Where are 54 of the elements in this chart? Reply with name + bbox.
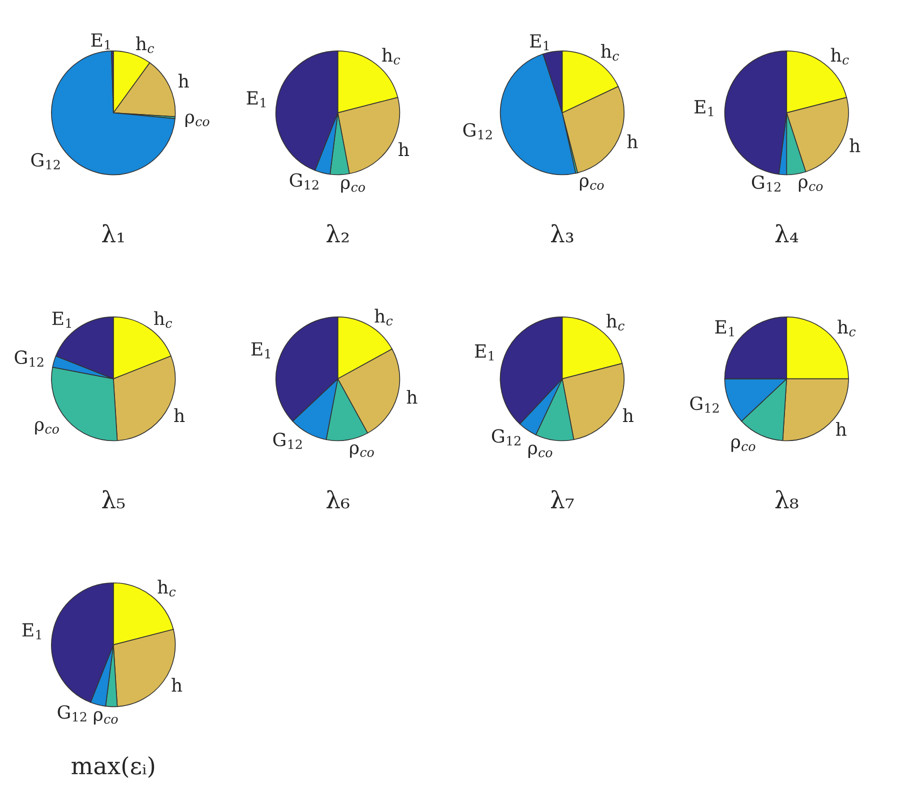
slice-label: ρ$_{co}$ — [798, 178, 823, 192]
slice-label: E$_{1}$ — [91, 33, 110, 50]
slice-label: G$_{12}$ — [31, 153, 60, 170]
slice-label: h — [174, 408, 185, 422]
slice-label: E$_{1}$ — [22, 623, 42, 640]
text: max(εᵢ) — [72, 756, 154, 778]
slice-label: ρ$_{co}$ — [35, 421, 59, 434]
text: λ₂ — [326, 224, 349, 242]
slice-label: h$_{c}$ — [136, 36, 154, 54]
slice-label: h$_{c}$ — [158, 580, 176, 597]
slice-label: h$_{c}$ — [601, 44, 619, 61]
slice-label: ρ$_{co}$ — [350, 444, 374, 458]
text: λ₆ — [326, 490, 350, 508]
slice-label: E$_{1}$ — [694, 100, 714, 116]
slice-label: E$_{1}$ — [246, 91, 266, 108]
slice-label: h$_{c}$ — [838, 320, 856, 336]
slice-label: ρ$_{co}$ — [185, 114, 210, 128]
text: λ₃ — [550, 224, 574, 242]
slice-label: h — [622, 408, 634, 422]
slice-label: h$_{c}$ — [830, 48, 849, 65]
slice-label: G$_{12}$ — [690, 396, 719, 413]
slice-label: G$_{12}$ — [14, 350, 44, 367]
slice-label: G$_{12}$ — [290, 173, 318, 190]
slice-label: E$_{1}$ — [530, 34, 549, 50]
slice-label: h — [172, 678, 182, 692]
slice-label: G$_{12}$ — [58, 705, 86, 722]
slice-label: h$_{c}$ — [374, 308, 393, 326]
slice-label: G$_{12}$ — [752, 175, 780, 192]
slice-label: h$_{c}$ — [154, 311, 172, 328]
slice-label: ρ$_{co}$ — [94, 711, 118, 725]
slice-label: G$_{12}$ — [492, 429, 520, 446]
slice-label: h$_{c}$ — [606, 314, 624, 331]
slice-label: G$_{12}$ — [463, 123, 492, 140]
slice-label: E$_{1}$ — [474, 344, 494, 360]
slice-label: h$_{c}$ — [382, 48, 400, 65]
text: λ₁ — [102, 224, 124, 242]
text: λ₇ — [550, 490, 574, 508]
slice-label: E$_{1}$ — [715, 320, 734, 336]
slice-label: h — [627, 134, 638, 148]
slice-label: ρ$_{co}$ — [580, 177, 604, 191]
slice-label: G$_{12}$ — [273, 432, 302, 449]
slice-label: h — [406, 390, 418, 404]
text: λ₅ — [102, 490, 125, 508]
slice-label: ρ$_{co}$ — [341, 179, 365, 193]
slice-label: h — [178, 74, 189, 88]
slice-label: E$_{1}$ — [251, 342, 270, 358]
slice-label: E$_{1}$ — [52, 312, 71, 328]
slice-label: ρ$_{co}$ — [731, 438, 756, 452]
text: λ₄ — [775, 224, 798, 242]
slice-label: h — [850, 138, 860, 152]
slice-label: h — [398, 142, 410, 156]
slice-label: h — [836, 422, 846, 436]
text: λ₈ — [775, 490, 798, 508]
slice-label: ρ$_{co}$ — [528, 444, 552, 458]
